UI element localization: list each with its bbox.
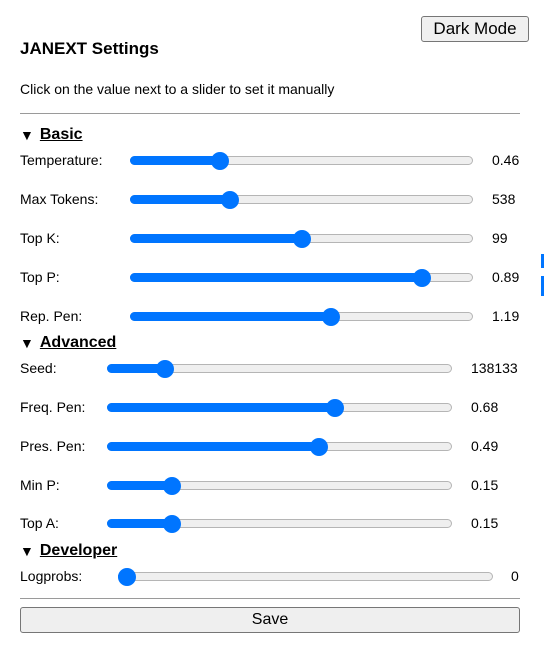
slider-thumb[interactable] <box>321 308 340 326</box>
slider-track[interactable] <box>130 230 473 248</box>
slider-fill <box>107 403 337 412</box>
slider-fill <box>107 519 173 528</box>
slider-value[interactable]: 0 <box>511 568 519 584</box>
slider-fill <box>107 481 173 490</box>
slider-thumb[interactable] <box>221 191 239 209</box>
slider-label: Min P: <box>20 477 60 493</box>
slider-fill <box>130 234 303 243</box>
slider-thumb[interactable] <box>162 477 181 495</box>
section-toggle-developer[interactable]: ▼ Developer <box>20 542 117 560</box>
instruction-text: Click on the value next to a slider to s… <box>20 81 335 97</box>
slider-row: Top K: 99 <box>20 229 530 249</box>
slider-row: Max Tokens: 538 <box>20 190 530 210</box>
slider-thumb[interactable] <box>412 269 431 287</box>
slider-thumb[interactable] <box>292 230 311 248</box>
slider-row: Top A: 0.15 <box>20 514 530 534</box>
top-divider <box>20 113 520 114</box>
bottom-divider <box>20 598 520 599</box>
slider-value[interactable]: 0.68 <box>471 399 499 415</box>
slider-fill <box>130 312 332 321</box>
slider-value[interactable]: 1.19 <box>492 308 520 324</box>
slider-value[interactable]: 138133 <box>471 360 518 376</box>
slider-value[interactable]: 0.49 <box>471 438 499 454</box>
slider-row: Seed: 138133 <box>20 359 530 379</box>
slider-row: Pres. Pen: 0.49 <box>20 437 530 457</box>
section-toggle-basic[interactable]: ▼ Basic <box>20 126 83 144</box>
slider-thumb[interactable] <box>211 152 230 170</box>
slider-row: Logprobs: 0 <box>20 567 530 587</box>
slider-track[interactable] <box>107 399 452 417</box>
slider-row: Top P: 0.89 <box>20 268 530 288</box>
section-toggle-advanced[interactable]: ▼ Advanced <box>20 334 116 352</box>
triangle-down-icon: ▼ <box>20 335 34 351</box>
section-title: Developer <box>39 542 118 559</box>
slider-fill <box>130 156 222 165</box>
slider-fill <box>107 364 167 373</box>
slider-label: Pres. Pen: <box>20 438 86 454</box>
slider-track[interactable] <box>107 438 452 456</box>
section-title: Basic <box>39 126 83 143</box>
slider-value[interactable]: 99 <box>492 230 508 246</box>
triangle-down-icon: ▼ <box>20 543 34 559</box>
slider-track[interactable] <box>107 477 452 495</box>
slider-label: Top A: <box>20 515 59 531</box>
slider-value[interactable]: 538 <box>492 191 516 207</box>
slider-track[interactable] <box>107 515 452 533</box>
slider-fill <box>130 273 423 282</box>
slider-value[interactable]: 0.15 <box>471 477 499 493</box>
dark-mode-button[interactable]: Dark Mode <box>421 16 529 42</box>
slider-label: Seed: <box>20 360 57 376</box>
edge-marker <box>541 254 544 268</box>
slider-value[interactable]: 0.46 <box>492 152 520 168</box>
slider-label: Logprobs: <box>20 568 83 584</box>
slider-thumb[interactable] <box>118 568 136 586</box>
slider-track[interactable] <box>118 568 493 586</box>
slider-label: Max Tokens: <box>20 191 99 207</box>
edge-marker <box>541 276 544 296</box>
slider-label: Rep. Pen: <box>20 308 83 324</box>
slider-thumb[interactable] <box>309 438 328 456</box>
slider-row: Temperature: 0.46 <box>20 151 530 171</box>
save-button[interactable]: Save <box>20 607 520 633</box>
slider-label: Temperature: <box>20 152 103 168</box>
slider-row: Freq. Pen: 0.68 <box>20 398 530 418</box>
slider-fill <box>107 442 320 451</box>
slider-thumb[interactable] <box>156 360 175 378</box>
slider-value[interactable]: 0.15 <box>471 515 499 531</box>
slider-row: Rep. Pen: 1.19 <box>20 307 530 327</box>
slider-track[interactable] <box>107 360 452 378</box>
slider-track[interactable] <box>130 152 473 170</box>
slider-track[interactable] <box>130 191 473 209</box>
slider-label: Freq. Pen: <box>20 399 86 415</box>
slider-value[interactable]: 0.89 <box>492 269 520 285</box>
slider-label: Top P: <box>20 269 60 285</box>
section-title: Advanced <box>39 334 117 351</box>
slider-row: Min P: 0.15 <box>20 476 530 496</box>
slider-label: Top K: <box>20 230 60 246</box>
slider-track[interactable] <box>130 269 473 287</box>
slider-fill <box>130 195 231 204</box>
triangle-down-icon: ▼ <box>20 127 34 143</box>
slider-thumb[interactable] <box>326 399 345 417</box>
page-title: JANEXT Settings <box>20 39 159 58</box>
slider-thumb[interactable] <box>162 515 181 533</box>
slider-track[interactable] <box>130 308 473 326</box>
